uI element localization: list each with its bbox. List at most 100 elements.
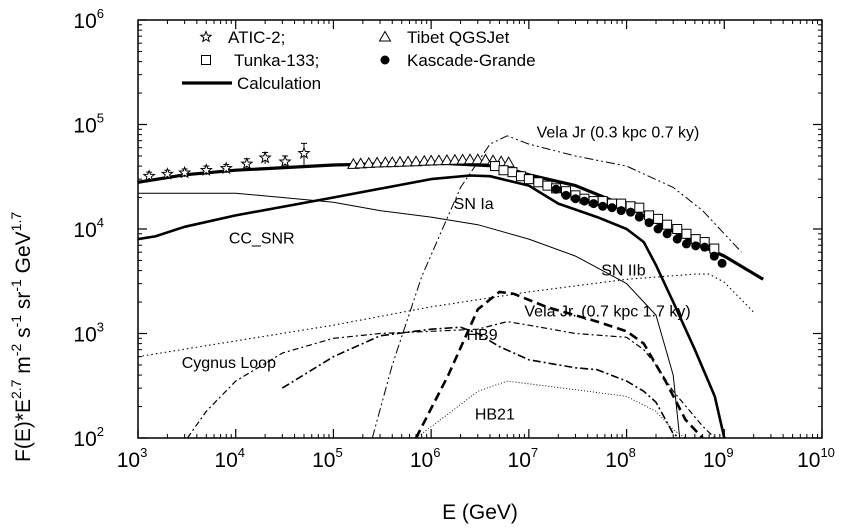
marker-tunka-133 <box>523 174 534 185</box>
curve-vela-jr-0-7-kpc-1-7-ky <box>414 290 704 438</box>
marker-kascade-grande <box>598 201 608 211</box>
curve-annotations: Vela Jr (0.3 kpc 0.7 ky) SN Ia CC_SNR SN II… <box>182 125 700 424</box>
data-markers <box>142 142 727 268</box>
y-tick-label: 105 <box>73 111 104 138</box>
y-tick-label: 106 <box>73 6 104 33</box>
marker-tibet-qgsjet <box>424 154 438 166</box>
marker-tunka-133 <box>498 165 509 176</box>
marker-kascade-grande <box>681 239 691 249</box>
legend-marker-kascade-grande <box>380 55 390 65</box>
marker-kascade-grande <box>616 206 626 216</box>
marker-tibet-qgsjet <box>401 155 415 167</box>
marker-kascade-grande <box>709 251 719 261</box>
curve-hb21 <box>415 380 686 438</box>
model-curves <box>138 135 765 438</box>
marker-tibet-qgsjet <box>479 153 492 165</box>
legend-marker-tunka-133 <box>201 55 211 65</box>
annotation-hb9: HB9 <box>466 327 497 344</box>
marker-kascade-grande <box>607 203 617 213</box>
x-tick-label: 103 <box>117 445 148 472</box>
marker-atic-2 <box>278 154 292 168</box>
marker-kascade-grande <box>570 194 580 204</box>
marker-kascade-grande <box>672 234 682 244</box>
x-tick-label: 109 <box>703 445 734 472</box>
legend-label-kascade-grande: Kascade-Grande <box>407 51 536 70</box>
annotation-sn-iib: SN IIb <box>601 262 646 279</box>
annotation-hb21: HB21 <box>475 407 515 424</box>
marker-atic-2 <box>219 161 233 175</box>
x-tick-label: 106 <box>410 445 441 472</box>
annotation-cc-snr: CC_SNR <box>229 230 295 247</box>
marker-kascade-grande <box>644 218 654 228</box>
marker-tunka-133 <box>533 177 544 188</box>
marker-kascade-grande <box>653 224 663 234</box>
marker-tibet-qgsjet <box>362 156 376 168</box>
legend-label-atic-2: ATIC-2; <box>228 28 285 47</box>
y-tick-labels: 102 103 104 105 106 <box>73 6 104 451</box>
x-tick-label: 105 <box>312 445 343 472</box>
marker-kascade-grande <box>561 190 571 200</box>
legend-marker-tibet-qgsjet <box>378 30 392 42</box>
x-tick-label: 107 <box>508 445 539 472</box>
annotation-vela-jr-0-7-kpc-1-7-ky: Vela Jr. (0.7 kpc 1.7 ky) <box>524 304 690 321</box>
marker-tibet-qgsjet <box>409 155 423 167</box>
marker-tunka-133 <box>662 219 673 230</box>
marker-kascade-grande <box>634 212 644 222</box>
marker-tibet-qgsjet <box>463 153 477 165</box>
marker-atic-2 <box>297 146 311 159</box>
marker-kascade-grande <box>700 242 710 252</box>
marker-tibet-qgsjet <box>385 156 399 168</box>
marker-tibet-qgsjet <box>393 155 407 167</box>
y-tick-label: 102 <box>73 424 104 451</box>
curve-cc-snr <box>138 192 681 438</box>
marker-kascade-grande <box>579 196 589 206</box>
marker-tunka-133 <box>634 202 645 213</box>
x-tick-label: 1010 <box>797 445 835 472</box>
y-tick-label: 104 <box>73 215 104 242</box>
marker-kascade-grande <box>717 258 727 268</box>
curve-sn-ia <box>138 174 726 438</box>
marker-tibet-qgsjet <box>432 154 446 166</box>
marker-tibet-qgsjet <box>370 156 384 168</box>
annotation-sn-ia: SN Ia <box>454 196 494 213</box>
marker-kascade-grande <box>662 229 672 239</box>
marker-kascade-grande <box>626 207 636 217</box>
marker-atic-2 <box>160 167 174 180</box>
marker-atic-2 <box>142 169 156 182</box>
marker-tibet-qgsjet <box>502 156 515 168</box>
marker-kascade-grande <box>551 184 561 194</box>
legend-label-tunka-133: Tunka-133; <box>234 51 319 70</box>
marker-kascade-grande <box>691 241 701 251</box>
axis-ticks <box>137 19 823 439</box>
x-axis-title: E (GeV) <box>442 501 518 524</box>
x-tick-label: 108 <box>605 445 636 472</box>
marker-atic-2 <box>199 163 213 176</box>
marker-atic-2 <box>178 165 192 179</box>
curve-hb9 <box>281 326 681 438</box>
legend-label-tibet-qgsjet: Tibet QGSJet <box>407 28 510 47</box>
marker-tunka-133 <box>507 167 518 178</box>
marker-tibet-qgsjet <box>440 154 454 166</box>
legend: ATIC-2; Tibet QGSJet Tunka-133; Kascade-Gra… <box>182 28 536 93</box>
marker-tunka-133 <box>672 224 683 234</box>
marker-kascade-grande <box>589 199 599 209</box>
legend-label-calculation: Calculation <box>237 74 321 93</box>
y-tick-label: 103 <box>73 320 104 347</box>
marker-tunka-133 <box>681 228 692 239</box>
marker-tibet-qgsjet <box>448 153 462 165</box>
annotation-vela-jr-0-3-kpc-0-7-ky: Vela Jr (0.3 kpc 0.7 ky) <box>537 125 700 142</box>
legend-marker-atic-2 <box>199 30 213 43</box>
annotation-cygnus-loop: Cygnus Loop <box>182 355 276 372</box>
x-tick-label: 104 <box>214 445 245 472</box>
marker-tunka-133 <box>489 161 500 172</box>
marker-atic-2 <box>240 156 254 170</box>
y-axis-title: F(E)*E2.7 m-2 s-1 sr-1 GeV1.7 <box>8 212 35 462</box>
marker-tunka-133 <box>653 213 664 224</box>
x-tick-labels: 103 104 105 106 107 108 109 1010 <box>117 445 835 472</box>
marker-tibet-qgsjet <box>471 153 485 165</box>
curve-vela-jr-0-3-kpc-0-7-ky <box>371 135 742 438</box>
marker-tunka-133 <box>542 180 553 191</box>
marker-tibet-qgsjet <box>354 157 368 169</box>
marker-atic-2 <box>258 150 272 164</box>
